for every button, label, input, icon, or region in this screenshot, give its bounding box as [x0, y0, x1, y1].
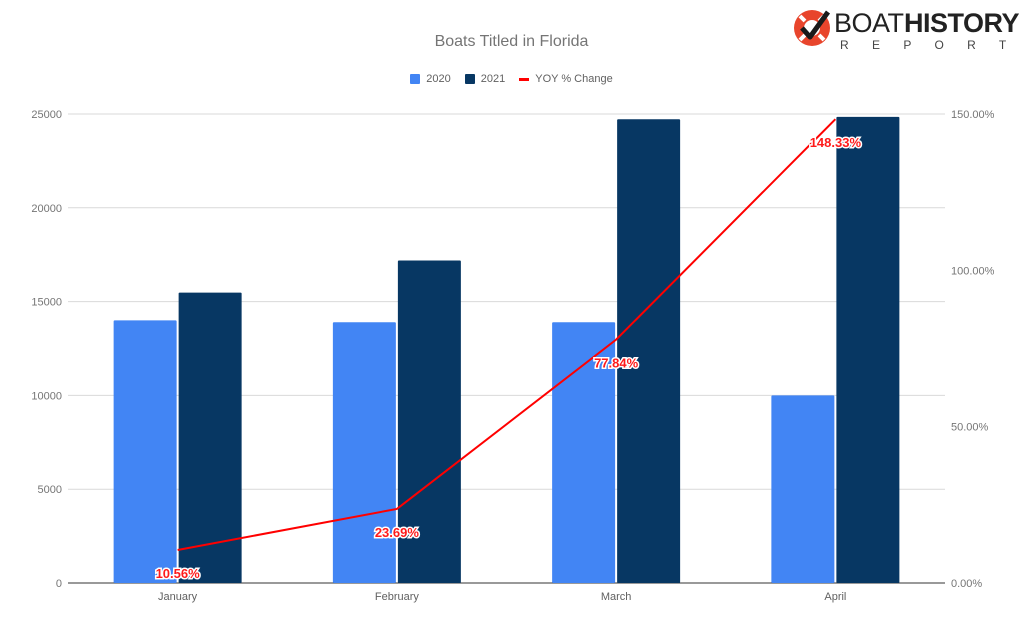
- legend-swatch-2021: [464, 74, 475, 84]
- bar-2021: [178, 292, 242, 583]
- right-axis-tick: 0.00%: [951, 578, 982, 590]
- legend-label-2020: 2020: [426, 73, 451, 85]
- left-axis-tick: 20000: [31, 203, 62, 215]
- x-axis-tick: April: [824, 591, 846, 603]
- yoy-data-label: 23.69%: [375, 525, 420, 540]
- legend-label-yoy: YOY % Change: [535, 73, 613, 85]
- legend-item-2020: 2020: [410, 73, 451, 85]
- lifebuoy-check-icon: [794, 10, 831, 46]
- legend-item-2021: 2021: [464, 73, 506, 85]
- legend-swatch-yoy: [519, 77, 530, 81]
- left-axis-tick: 10000: [31, 390, 62, 402]
- logo-text-bold: HISTORY: [904, 8, 1020, 38]
- chart-legend: 2020 2021 YOY % Change: [0, 73, 1023, 85]
- left-axis-tick: 5000: [38, 484, 62, 496]
- right-axis-tick: 150.00%: [951, 109, 995, 121]
- bar-2021: [397, 260, 461, 583]
- right-axis-tick: 100.00%: [951, 265, 995, 277]
- yoy-change-line: [177, 118, 837, 551]
- logo-subtext: R E P O R T: [840, 38, 1017, 52]
- bar-2020: [332, 322, 396, 583]
- x-axis-tick: March: [601, 591, 632, 603]
- left-axis-tick: 25000: [31, 109, 62, 121]
- right-axis-tick: 50.00%: [951, 422, 989, 434]
- yoy-data-label: 10.56%: [156, 566, 201, 581]
- yoy-data-label: 77.84%: [594, 356, 639, 371]
- boat-history-report-logo: BOAT HISTORY R E P O R T: [790, 6, 1020, 56]
- legend-label-2021: 2021: [480, 73, 506, 85]
- chart-title: Boats Titled in Florida: [434, 33, 589, 50]
- legend-item-yoy: YOY % Change: [519, 73, 613, 85]
- legend-swatch-2020: [410, 74, 421, 84]
- bar-2020: [113, 320, 177, 583]
- bar-2021: [617, 119, 681, 583]
- logo-text-light: BOAT: [834, 8, 904, 38]
- x-axis-tick: January: [158, 591, 198, 603]
- yoy-data-label: 148.33%: [810, 135, 862, 150]
- x-axis-tick: February: [375, 591, 420, 603]
- bar-2021: [836, 116, 900, 584]
- bar-2020: [771, 395, 835, 583]
- bar-2020: [552, 322, 616, 583]
- left-axis-tick: 0: [56, 578, 62, 590]
- left-axis-tick: 15000: [31, 297, 62, 309]
